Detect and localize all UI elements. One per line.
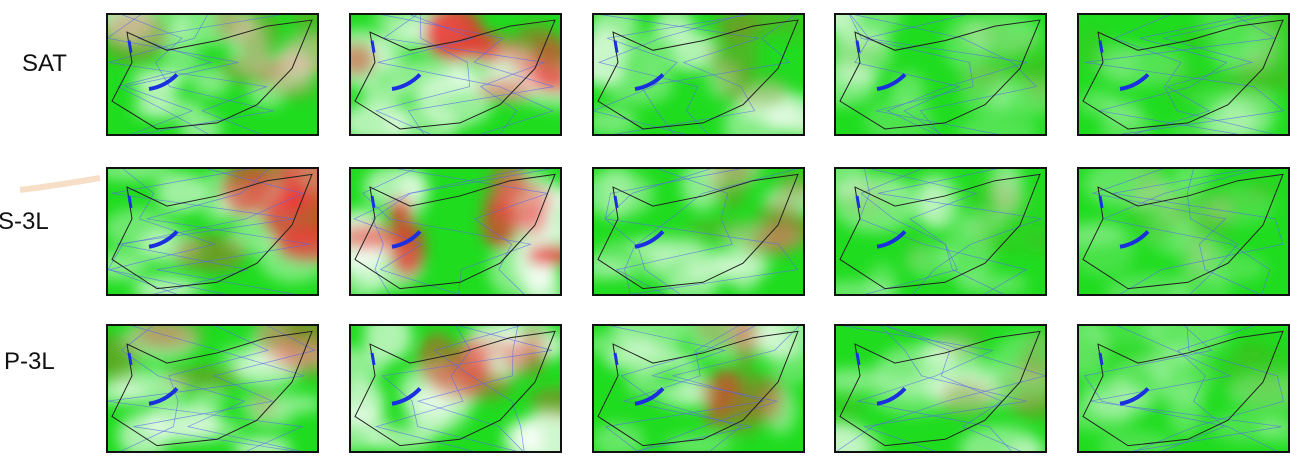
field-patch — [994, 368, 1058, 413]
field-patch — [1210, 410, 1281, 443]
field-patch — [936, 314, 987, 359]
field-patch — [626, 369, 661, 396]
field-patch — [822, 368, 887, 392]
field-patch — [174, 234, 247, 271]
field-patch — [519, 205, 547, 236]
map-panel — [313, 160, 593, 314]
field-patch — [165, 366, 242, 391]
lake — [857, 196, 859, 208]
lake — [1100, 41, 1102, 53]
map-panel — [810, 146, 1065, 305]
map-panel — [1077, 0, 1304, 148]
field-patch — [341, 243, 386, 301]
field-patch — [390, 220, 425, 277]
map-panel — [314, 310, 585, 462]
lake — [1100, 196, 1102, 208]
map-panel — [99, 0, 354, 148]
lake — [129, 196, 131, 208]
lake — [129, 41, 131, 53]
decor-arc — [20, 178, 100, 190]
field-patch — [578, 171, 654, 218]
map-panel — [564, 3, 841, 153]
field-patch — [559, 258, 633, 279]
lake — [615, 196, 617, 208]
field-patch — [1173, 149, 1212, 193]
map-panel — [804, 314, 1075, 462]
field-patch — [526, 245, 576, 266]
field-patch — [743, 235, 791, 256]
field-patch — [1217, 335, 1289, 359]
map-panel — [81, 297, 347, 460]
field-patch — [191, 388, 227, 412]
lake — [857, 353, 859, 365]
field-patch — [1070, 220, 1137, 277]
field-patch — [101, 10, 168, 64]
map-panel — [1046, 143, 1289, 320]
field-patch — [685, 255, 770, 278]
field-patch — [417, 333, 457, 386]
lake — [372, 353, 374, 365]
field-patch — [605, 346, 694, 372]
field-patch — [564, 40, 631, 63]
row-label: P-3L — [4, 348, 55, 376]
field-patch — [259, 311, 335, 369]
lake — [615, 353, 617, 365]
field-patch — [959, 189, 1017, 212]
field-patch — [1021, 226, 1065, 252]
row-label: S-3L — [0, 208, 49, 236]
field-patch — [776, 172, 816, 198]
map-panel — [332, 0, 599, 149]
lake — [857, 41, 859, 53]
field-patch — [1204, 352, 1245, 388]
field-patch — [416, 71, 493, 128]
field-patch — [867, 262, 897, 305]
field-patch — [156, 173, 206, 214]
map-panel — [583, 297, 817, 458]
field-patch — [766, 206, 798, 236]
map-grid — [0, 0, 1304, 462]
slide: SAT S-3L P-3L — [0, 0, 1304, 462]
lake — [615, 41, 617, 53]
field-patch — [233, 437, 292, 460]
field-patch — [1008, 35, 1049, 87]
field-patch — [1078, 90, 1118, 115]
row-label: SAT — [22, 50, 67, 78]
field-patch — [1229, 56, 1294, 104]
lake — [1100, 353, 1102, 365]
field-patch — [1098, 430, 1173, 462]
lake — [372, 41, 374, 53]
lake — [372, 196, 374, 208]
field-patch — [864, 97, 934, 145]
field-patch — [218, 55, 291, 84]
map-panel — [87, 148, 346, 303]
field-patch — [956, 117, 1040, 146]
field-patch — [279, 79, 318, 100]
lake — [129, 353, 131, 365]
map-panel — [559, 149, 837, 313]
field-patch — [685, 218, 755, 242]
field-patch — [1126, 183, 1182, 241]
map-panel — [805, 0, 1067, 146]
field-patch — [529, 388, 585, 417]
map-panel — [1057, 307, 1304, 462]
